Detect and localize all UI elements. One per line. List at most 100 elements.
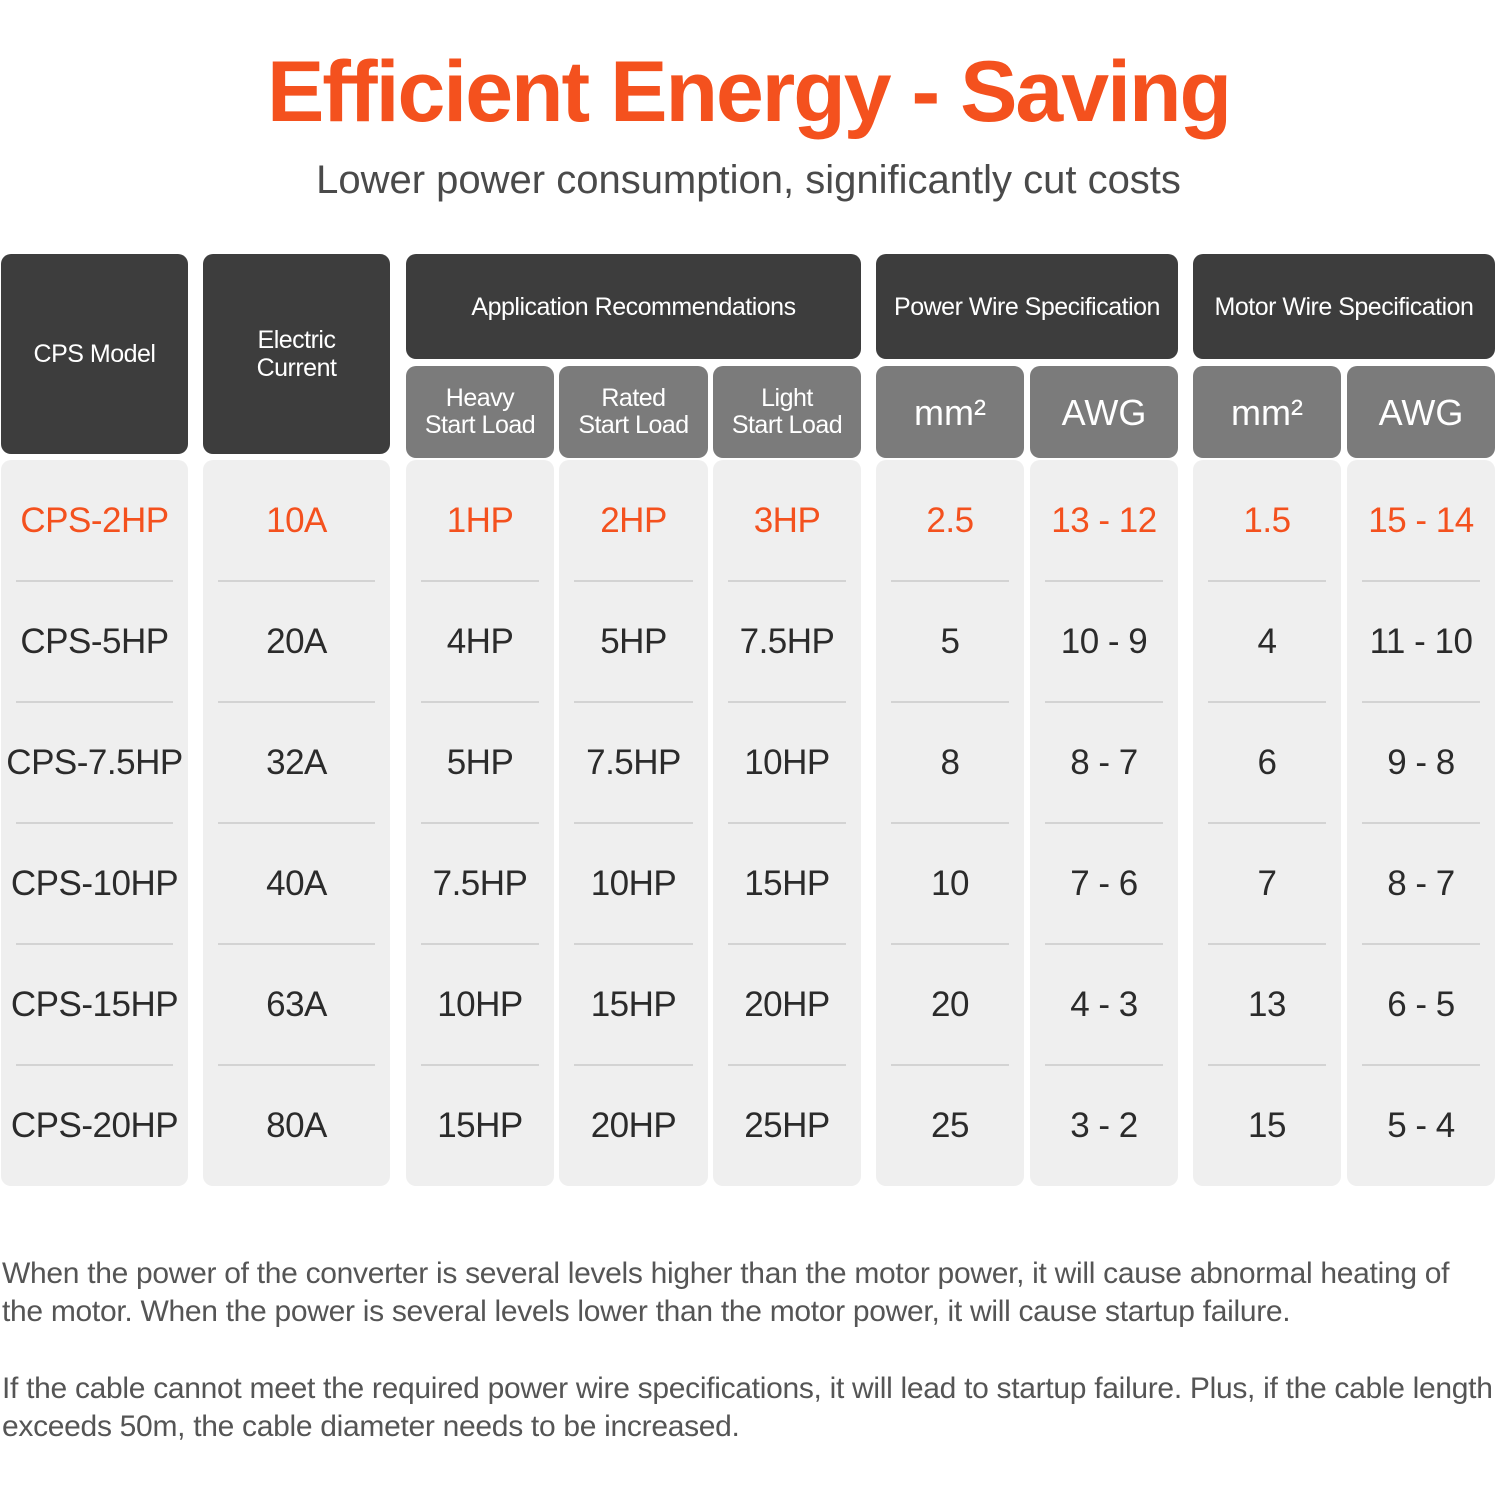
cell-current: 40A	[266, 863, 327, 903]
cell-power-awg: 7 - 6	[1070, 863, 1138, 903]
row-divider	[1045, 943, 1163, 945]
row-divider	[1045, 1064, 1163, 1066]
row-divider	[16, 1064, 173, 1066]
subheader-light-line1: Light	[761, 384, 813, 412]
cell-motor-awg: 5 - 4	[1387, 1105, 1455, 1145]
cell-power-mm2: 5	[940, 621, 960, 661]
row-divider	[1208, 701, 1326, 703]
cell-light: 3HP	[753, 500, 821, 540]
row-divider	[16, 580, 173, 582]
cell-heavy: 10HP	[437, 984, 523, 1024]
subheader-light-label: Light Start Load	[731, 384, 843, 439]
cell-current: 63A	[266, 984, 327, 1024]
cell-motor-awg: 6 - 5	[1387, 984, 1455, 1024]
subheader-light-start-load: Light Start Load	[713, 366, 861, 458]
header-application-label: Application Recommendations	[471, 292, 796, 321]
cell-light: 10HP	[744, 742, 830, 782]
row-divider	[1045, 701, 1163, 703]
row-divider	[1362, 580, 1480, 582]
subheader-motor-awg-label: AWG	[1378, 391, 1464, 433]
cell-motor-mm2: 6	[1257, 742, 1277, 782]
cell-current: 20A	[266, 621, 327, 661]
cell-motor-awg: 9 - 8	[1387, 742, 1455, 782]
subheader-rated-line1: Rated	[601, 384, 666, 412]
row-divider	[1208, 943, 1326, 945]
cell-power-mm2: 10	[931, 863, 969, 903]
cell-power-mm2: 8	[940, 742, 960, 782]
cell-model: CPS-5HP	[20, 621, 169, 661]
row-divider	[574, 580, 693, 582]
cell-rated: 7.5HP	[586, 742, 681, 782]
row-divider	[421, 1064, 539, 1066]
row-divider	[1208, 822, 1326, 824]
row-divider	[891, 1064, 1009, 1066]
row-divider	[16, 822, 173, 824]
cell-current: 10A	[266, 500, 327, 540]
row-divider	[891, 701, 1009, 703]
cell-light: 20HP	[744, 984, 830, 1024]
cell-model: CPS-7.5HP	[6, 742, 183, 782]
cell-heavy: 5HP	[446, 742, 514, 782]
row-divider	[728, 701, 846, 703]
subheader-rated-start-load: Rated Start Load	[559, 366, 708, 458]
row-divider	[1362, 943, 1480, 945]
subheader-rated-line2: Start Load	[578, 411, 689, 439]
cell-rated: 5HP	[600, 621, 667, 661]
row-divider	[891, 580, 1009, 582]
header-power-wire-specification: Power Wire Specification	[876, 254, 1178, 359]
header-cps-model-label: CPS Model	[33, 340, 156, 368]
row-divider	[421, 822, 539, 824]
row-divider	[728, 943, 846, 945]
header-electric-current-line2: Current	[256, 354, 337, 382]
row-divider	[574, 1064, 693, 1066]
cell-power-mm2: 2.5	[926, 500, 974, 540]
cell-rated: 20HP	[590, 1105, 677, 1145]
row-divider	[728, 1064, 846, 1066]
subheader-motor-awg: AWG	[1347, 366, 1495, 458]
cell-heavy: 7.5HP	[432, 863, 528, 903]
cell-model: CPS-2HP	[20, 500, 169, 540]
header-electric-current-label: Electric Current	[257, 326, 337, 382]
row-divider	[218, 701, 375, 703]
header-cps-model: CPS Model	[1, 254, 188, 454]
page-subtitle: Lower power consumption, significantly c…	[316, 158, 1181, 202]
cell-light: 15HP	[744, 863, 830, 903]
cell-current: 32A	[266, 742, 327, 782]
header-motor-wire-label: Motor Wire Specification	[1214, 292, 1474, 321]
row-divider	[1362, 822, 1480, 824]
subheader-heavy-start-load: Heavy Start Load	[406, 366, 554, 458]
cell-heavy: 15HP	[437, 1105, 523, 1145]
page-title: Efficient Energy - Saving	[266, 44, 1232, 140]
subheader-power-mm2: mm²	[876, 366, 1024, 458]
cell-motor-mm2: 15	[1248, 1105, 1286, 1145]
cell-motor-mm2: 1.5	[1243, 500, 1291, 540]
row-divider	[1208, 580, 1326, 582]
row-divider	[728, 580, 846, 582]
row-divider	[218, 822, 375, 824]
cell-model: CPS-10HP	[10, 863, 179, 903]
cell-rated: 2HP	[600, 500, 667, 540]
cell-power-awg: 10 - 9	[1060, 621, 1148, 661]
row-divider	[1208, 1064, 1326, 1066]
row-divider	[728, 822, 846, 824]
cell-motor-awg: 15 - 14	[1368, 500, 1474, 540]
cell-motor-mm2: 7	[1257, 863, 1277, 903]
cell-power-mm2: 20	[931, 984, 969, 1024]
row-divider	[574, 701, 693, 703]
cell-model: CPS-15HP	[10, 984, 179, 1024]
subheader-motor-mm2: mm²	[1193, 366, 1341, 458]
cell-rated: 10HP	[590, 863, 677, 903]
cell-power-awg: 8 - 7	[1070, 742, 1138, 782]
cell-heavy: 1HP	[446, 500, 514, 540]
subheader-motor-mm2-label: mm²	[1231, 391, 1303, 433]
subheader-light-line2: Start Load	[731, 411, 843, 439]
subheader-power-awg-label: AWG	[1061, 391, 1147, 433]
header-electric-current-line1: Electric	[257, 326, 336, 354]
cell-light: 7.5HP	[739, 621, 835, 661]
subheader-power-awg: AWG	[1030, 366, 1178, 458]
row-divider	[1045, 822, 1163, 824]
subheader-rated-label: Rated Start Load	[578, 384, 689, 439]
subheader-power-mm2-label: mm²	[914, 391, 986, 433]
cell-rated: 15HP	[590, 984, 677, 1024]
row-divider	[218, 580, 375, 582]
